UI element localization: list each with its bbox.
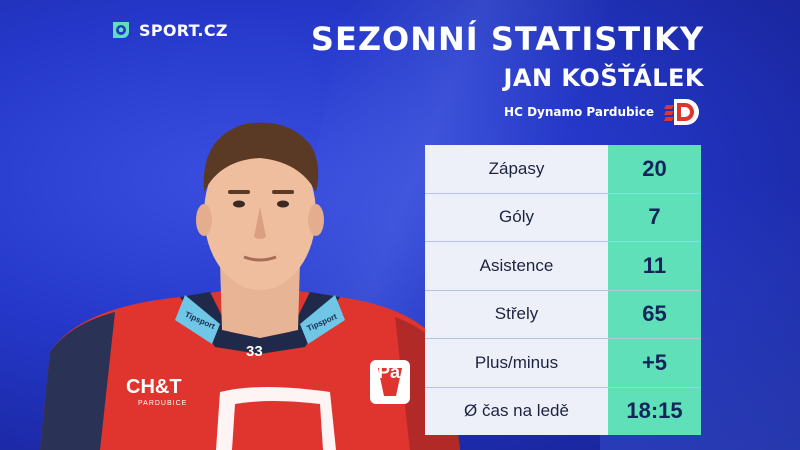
stat-value: 20 <box>608 145 701 193</box>
page-title: SEZONNÍ STATISTIKY <box>310 20 704 58</box>
stat-row-goals: Góly 7 <box>425 193 701 242</box>
stat-value: +5 <box>608 339 701 387</box>
stat-label: Zápasy <box>425 145 608 193</box>
stat-row-assists: Asistence 11 <box>425 242 701 291</box>
stat-value: 18:15 <box>608 387 701 435</box>
stat-label: Ø čas na ledě <box>425 387 608 435</box>
team-name: HC Dynamo Pardubice <box>504 105 654 119</box>
logo-text: SPORT.CZ <box>139 20 228 40</box>
sport-cz-logo: SPORT.CZ <box>109 18 228 42</box>
chest-text: Pa <box>378 362 401 382</box>
player-name: JAN KOŠŤÁLEK <box>503 64 704 92</box>
stat-row-games: Zápasy 20 <box>425 145 701 194</box>
sport-cz-ball-icon <box>113 22 129 38</box>
sponsor-main: CH&T <box>126 376 182 398</box>
stat-row-shots: Střely 65 <box>425 290 701 339</box>
stat-value: 11 <box>608 242 701 290</box>
stat-label: Plus/minus <box>425 339 608 387</box>
hc-dynamo-pardubice-logo <box>664 99 699 125</box>
jersey-number: 33 <box>246 343 263 360</box>
stat-label: Střely <box>425 290 608 338</box>
stat-row-ice-time: Ø čas na ledě 18:15 <box>425 387 701 435</box>
stat-row-plus-minus: Plus/minus +5 <box>425 339 701 388</box>
stat-label: Góly <box>425 193 608 241</box>
sponsor-sub: PARDUBICE <box>138 400 188 407</box>
stats-table: Zápasy 20 Góly 7 Asistence 11 Střely 65 … <box>425 145 701 435</box>
stat-label: Asistence <box>425 242 608 290</box>
player-photo <box>40 122 460 450</box>
stat-value: 65 <box>608 290 701 338</box>
stat-value: 7 <box>608 193 701 241</box>
